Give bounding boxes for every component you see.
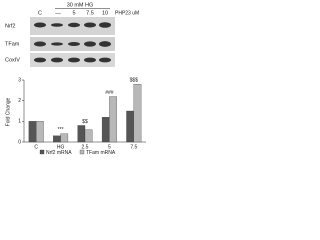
bar [84,129,93,143]
band [68,22,80,28]
y-tick-label: 3 [18,77,21,83]
bar [77,125,86,143]
blot-panel [30,17,115,67]
legend-swatch [39,149,45,155]
y-tick-label: 2 [18,98,21,104]
lane-label: 7.5 [86,10,94,16]
bar [60,133,69,143]
band [99,57,111,63]
band [34,41,46,47]
page: 30 mM HG C — 5 7.5 10 PHP23 uM Nrf2 TFam… [5,2,146,156]
bar [126,110,134,143]
x-tick-label: 2.5 [82,144,89,150]
lane-label: — [55,10,61,16]
annotation: $$$ [130,77,139,83]
lane-label: 10 [102,10,108,16]
bar [53,135,61,143]
band [34,22,46,28]
band [51,57,63,63]
annotation: ### [105,90,114,96]
band [99,22,111,28]
row-label: CoxIV [5,57,20,63]
lane-label: 5 [72,10,75,16]
bar [109,96,117,143]
band [51,42,63,46]
y-tick-label: 0 [18,139,21,145]
figure: 30 mM HG C — 5 7.5 10 PHP23 uM Nrf2 TFam… [5,2,146,156]
lane-label: C [38,10,42,16]
y-axis-label: Fold Change [5,97,11,126]
band [84,57,96,63]
bar [36,121,44,143]
bar-chart: 0 1 2 3 C HG *** 2.5 $$ 5 ### 7.5 $$$ Nrf2 mRNA TFam m… [18,77,146,156]
band [84,41,96,47]
band [68,42,80,46]
x-tick-label: HG [57,144,65,150]
legend-label: Nrf2 mRNA [46,150,72,156]
x-tick-label: 7.5 [130,144,137,150]
treatment-label: 30 mM HG [67,2,94,8]
annotation: $$ [82,119,88,125]
band [68,57,80,63]
row-label: TFam [5,41,20,47]
legend-swatch [79,149,85,155]
band [51,23,63,27]
bar [101,117,110,143]
band [99,41,111,47]
bar [133,83,142,143]
x-tick-label: 5 [108,144,111,150]
lane-labels: C — 5 7.5 10 PHP23 uM [38,10,139,16]
row-label: Nrf2 [5,23,15,29]
x-tick-label: C [34,144,38,150]
bar [28,121,37,143]
band [84,22,96,28]
annotation: *** [58,127,64,133]
lane-label: PHP23 uM [115,10,139,16]
band [34,57,46,63]
legend-label: TFam mRNA [86,150,116,156]
y-tick-label: 1 [18,119,21,125]
